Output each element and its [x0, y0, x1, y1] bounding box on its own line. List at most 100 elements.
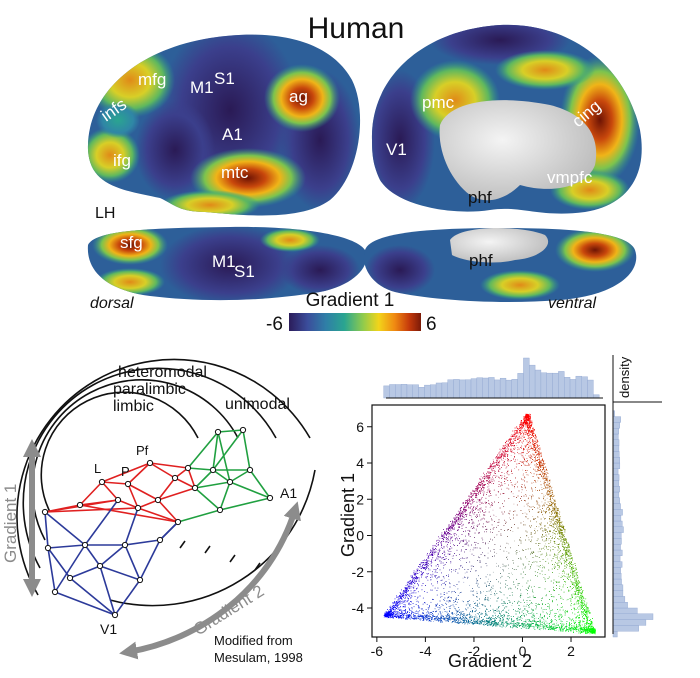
network-edges [44, 429, 271, 616]
network-node [209, 466, 217, 474]
citation-line-2: Mesulam, 1998 [214, 650, 303, 665]
gradient-scatter-chart: density -6 -4 -2 0 2 -4 -2 0 2 4 6 Gradient 2 Gra… [338, 355, 662, 671]
network-edge-heteromodal [79, 504, 179, 523]
y-tick-label: -4 [352, 600, 365, 616]
hemisphere-label: LH [95, 205, 115, 222]
label-ag: ag [289, 87, 308, 106]
network-edge-heteromodal [79, 481, 103, 506]
network-edge-visual [44, 511, 86, 546]
network-edge-unimodal [177, 509, 221, 523]
marginal-x-bar [558, 371, 565, 399]
marginal-y-bar [612, 520, 623, 528]
network-node [239, 426, 247, 434]
marginal-y-bar [612, 468, 619, 475]
network-edge-heteromodal [157, 477, 176, 501]
network-edge-visual [99, 565, 116, 616]
y-tick-label: 4 [356, 455, 364, 471]
marginal-y-bar [612, 486, 620, 493]
network-edge-visual [159, 521, 179, 541]
figure-title: Human [308, 12, 405, 45]
marginal-x-bar [494, 379, 501, 399]
network-node [146, 459, 154, 467]
label-m1-lateral: M1 [190, 78, 214, 97]
scatter-plot-frame [371, 404, 606, 638]
label-mtc: mtc [221, 163, 249, 182]
network-node [66, 574, 74, 582]
network-edge-visual [99, 565, 141, 581]
marginal-x-bar [447, 379, 454, 399]
y-tick-label: 2 [356, 491, 364, 507]
network-node [81, 541, 89, 549]
marginal-x-bar [569, 379, 577, 399]
node-label-pf: Pf [136, 443, 149, 458]
colorbar-title: Gradient 1 [306, 290, 395, 311]
network-edge-visual [124, 539, 161, 546]
network-edge-unimodal [219, 481, 231, 511]
network-edge-visual [84, 544, 101, 567]
marginal-x-bar [459, 379, 466, 399]
dorsal-surface [87, 226, 367, 301]
marginal-y-bar [612, 631, 618, 638]
brain-panel: Human mfg M1 S1 infs ag A1 ifg mtc LH pm… [87, 12, 642, 335]
network-edge-unimodal [212, 431, 219, 471]
network-node [191, 484, 199, 492]
ring-label-limbic: limbic [113, 398, 154, 415]
view-label-ventral: ventral [548, 295, 596, 312]
x-ticks: -6 -4 -2 0 2 [371, 637, 575, 659]
marginal-y-bar [612, 555, 621, 562]
colorbar-max: 6 [426, 314, 437, 335]
x-tick-label: 2 [567, 643, 575, 659]
scatter-vertex-point [590, 629, 595, 634]
scatter-vertices [384, 413, 595, 634]
marginal-y-bar [612, 607, 638, 615]
marginal-y-bar [612, 549, 623, 557]
marginal-x-bar [465, 379, 472, 399]
label-phf-ventral: phf [469, 251, 493, 270]
network-node [76, 501, 84, 509]
marginal-y-bar [612, 480, 620, 487]
network-node [44, 544, 52, 552]
network-edge-unimodal [212, 429, 244, 471]
density-label: density [617, 356, 632, 398]
scatter-vertex-point [525, 413, 530, 418]
marginal-x-bar [488, 377, 495, 399]
marginal-y-bar [612, 596, 626, 603]
network-edge-unimodal [187, 467, 214, 471]
x-axis-label: Gradient 2 [448, 651, 532, 671]
marginal-x-bar [430, 384, 437, 399]
network-edge-heteromodal [187, 467, 196, 489]
marginal-x-bar [482, 377, 489, 399]
marginal-x-bar [400, 384, 408, 399]
marginal-y-bar [612, 567, 621, 574]
marginal-y-bar [612, 433, 619, 441]
marginal-x-bar [424, 384, 431, 399]
marginal-y-bar [612, 462, 621, 470]
network-node [121, 541, 129, 549]
marginal-y-bar [612, 491, 620, 499]
network-node [266, 494, 274, 502]
marginal-x-bar [441, 382, 448, 399]
network-edge-heteromodal [101, 462, 151, 483]
x-tick-label: -6 [371, 643, 384, 659]
marginal-x-bar [523, 357, 530, 399]
marginal-x-bar [412, 384, 419, 399]
network-edge-visual [99, 544, 126, 567]
marginal-y-bar [612, 439, 620, 446]
ring-label-unimodal: unimodal [225, 396, 290, 413]
network-node [134, 504, 142, 512]
marginal-y-bar [612, 602, 628, 609]
network-edge-unimodal [219, 497, 271, 511]
marginal-x-bar [529, 364, 536, 399]
network-edge-unimodal [194, 469, 214, 489]
network-edge-visual [47, 544, 86, 549]
label-s1-dorsal: S1 [234, 262, 255, 281]
marginal-x-bar [575, 375, 582, 399]
network-edge-heteromodal [127, 483, 159, 501]
marginal-x-bar [534, 369, 542, 399]
y-axis-label: Gradient 1 [338, 473, 358, 557]
label-phf-medial: phf [468, 188, 492, 207]
gradient1-axis-label: Gradient 1 [1, 484, 20, 563]
marginal-x-bar [587, 379, 594, 399]
marginal-x-bar [395, 384, 402, 399]
network-node [226, 478, 234, 486]
